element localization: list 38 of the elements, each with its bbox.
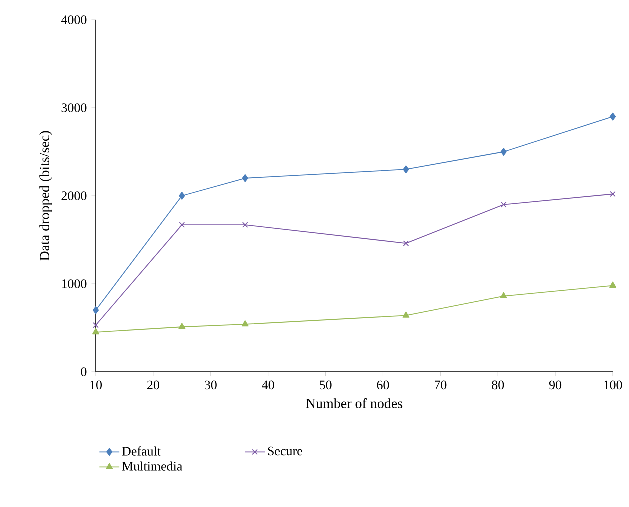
x-tick-label: 80 [492,380,504,390]
y-tick-label: 1000 [62,280,87,288]
point [403,240,410,246]
x-axis-title: Number of nodes [306,398,403,408]
legend-label: Default [122,446,161,456]
x-tick-label: 70 [435,380,447,390]
point [92,328,100,335]
point [610,112,616,121]
point [178,323,186,330]
y-axis-title: Data dropped (bits/sec) [40,131,52,261]
x-tick-label: 30 [205,380,217,390]
x-tick-label: 40 [262,380,274,390]
y-tick-label: 0 [81,368,87,376]
point [179,192,186,200]
point [610,191,616,198]
point [500,148,507,156]
point [242,320,249,327]
y-tick-label: 2000 [62,192,87,200]
x-tick-label: 50 [320,380,332,390]
x-tick-label: 90 [549,380,562,390]
point [402,312,410,318]
point [403,166,410,174]
point [92,306,100,314]
point [242,222,248,228]
y-tick-label: 3000 [62,104,87,112]
point [242,174,248,182]
legend-label: Multimedia [122,462,183,471]
point [93,322,99,328]
x-tick-label: 10 [90,380,102,390]
y-tick-label: 4000 [61,16,87,24]
point [179,222,186,228]
x-tick-label: 20 [148,380,160,390]
point [610,282,616,288]
point [500,202,507,208]
point [500,292,508,299]
legend-label: Secure [268,446,302,456]
x-tick-label: 60 [377,380,390,390]
x-tick-label: 100 [604,380,622,390]
